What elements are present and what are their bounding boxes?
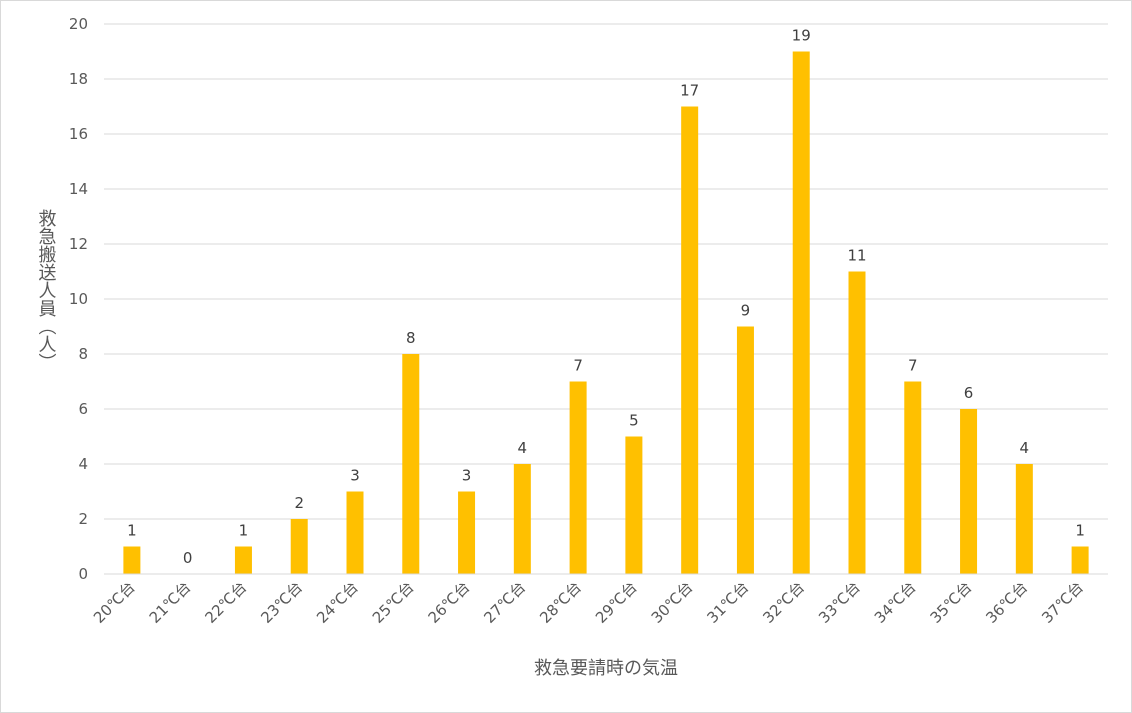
data-label: 3: [350, 467, 360, 485]
data-label: 19: [792, 27, 811, 45]
x-tick-label: 29℃台: [592, 578, 641, 627]
gridlines: [104, 23, 1108, 520]
bar: [681, 106, 699, 574]
y-tick-label: 6: [78, 400, 88, 418]
x-tick-label: 25℃台: [369, 578, 418, 627]
bar: [513, 464, 531, 574]
bar: [458, 491, 476, 574]
bar: [736, 326, 754, 574]
x-tick-label: 32℃台: [759, 578, 808, 627]
data-label: 1: [1075, 522, 1085, 540]
data-label: 9: [741, 302, 751, 320]
y-tick-label: 16: [69, 125, 88, 143]
data-label: 11: [847, 247, 866, 265]
data-labels: 1 0 1 2 3 8 3 4 7 5 17 9 19 11 7 6 4 1: [127, 27, 1085, 568]
y-tick-label: 2: [78, 510, 88, 528]
bar: [1071, 546, 1089, 574]
x-tick-label: 33℃台: [815, 578, 864, 627]
bar: [234, 546, 252, 574]
bar: [848, 271, 866, 574]
y-tick-label: 18: [69, 70, 88, 88]
data-label: 5: [629, 412, 639, 430]
data-label: 7: [573, 357, 583, 375]
y-tick-label: 0: [78, 565, 88, 583]
x-tick-label: 24℃台: [313, 578, 362, 627]
bar: [123, 546, 141, 574]
x-tick-label: 35℃台: [927, 578, 976, 627]
y-tick-label: 4: [78, 455, 88, 473]
x-tick-label: 37℃台: [1038, 578, 1087, 627]
x-tick-label: 28℃台: [536, 578, 585, 627]
x-tick-label: 20℃台: [90, 578, 139, 627]
bar: [625, 436, 643, 574]
y-tick-label: 12: [69, 235, 88, 253]
x-tick-label: 21℃台: [146, 578, 195, 627]
x-tick-label: 30℃台: [648, 578, 697, 627]
data-label: 1: [239, 522, 249, 540]
x-tick-label: 27℃台: [480, 578, 529, 627]
x-tick-label: 23℃台: [257, 578, 306, 627]
bar: [569, 381, 587, 574]
x-axis-title: 救急要請時の気温: [534, 658, 678, 679]
bar: [792, 51, 810, 574]
x-tick-label: 36℃台: [982, 578, 1031, 627]
data-label: 17: [680, 82, 699, 100]
y-tick-label: 20: [69, 15, 88, 33]
x-tick-label: 22℃台: [202, 578, 251, 627]
y-tick-label: 10: [69, 290, 88, 308]
x-tick-label: 34℃台: [871, 578, 920, 627]
data-label: 1: [127, 522, 137, 540]
y-tick-label: 14: [69, 180, 88, 198]
bar: [904, 381, 922, 574]
data-label: 8: [406, 329, 416, 347]
bar: [346, 491, 364, 574]
data-label: 4: [518, 439, 528, 457]
y-axis-title: 救急搬送人員（人）: [36, 209, 57, 371]
data-label: 4: [1020, 439, 1030, 457]
x-tick-label: 26℃台: [425, 578, 474, 627]
x-tick-label: 31℃台: [704, 578, 753, 627]
y-tick-label: 8: [78, 345, 88, 363]
x-axis-ticks: 20℃台 21℃台 22℃台 23℃台 24℃台 25℃台 26℃台 27℃台 28℃台 29℃台…: [90, 578, 1087, 627]
bar: [960, 409, 978, 574]
data-label: 3: [462, 467, 472, 485]
data-label: 7: [908, 357, 918, 375]
data-label: 0: [183, 549, 193, 567]
y-axis-ticks: 0 2 4 6 8 10 12 14 16 18 20: [69, 15, 88, 583]
data-label: 6: [964, 384, 974, 402]
bar: [290, 519, 308, 574]
bar: [402, 354, 420, 574]
data-label: 2: [294, 494, 304, 512]
bar: [1015, 464, 1033, 574]
bars: [123, 51, 1089, 574]
